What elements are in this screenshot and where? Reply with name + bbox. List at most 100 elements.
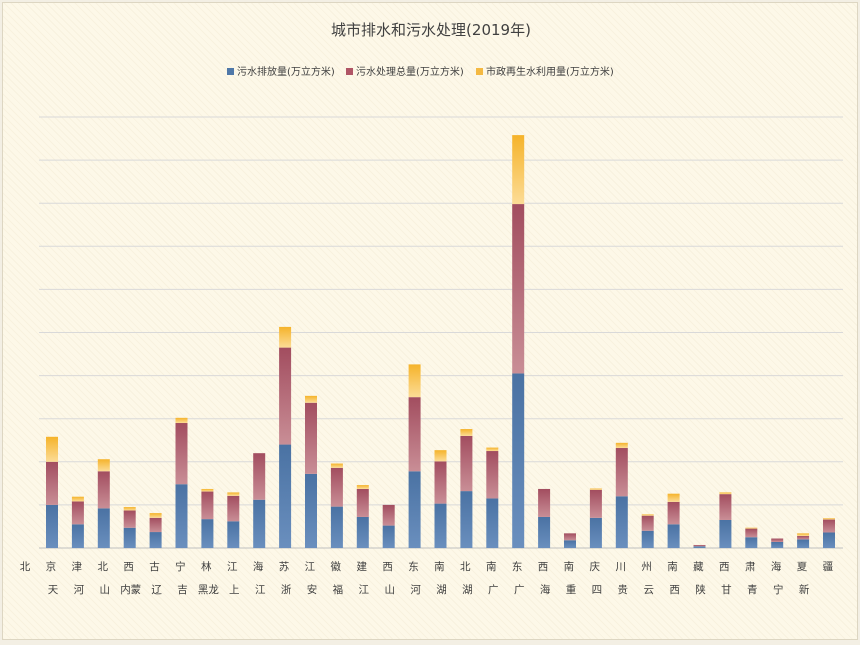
bar-辽宁-series-2 [175,417,188,424]
x-tick-label-row2: 广 [514,584,525,596]
x-tick-label-row1: 西 [538,561,549,573]
bar-山西-series-0 [123,527,136,548]
bar-辽宁-series-0 [175,484,188,548]
x-tick-label-row2: 青 [747,583,758,596]
bar-上海-series-1 [253,453,266,500]
x-tick-label-row2: 陕 [695,583,706,596]
x-tick-label-row1: 江 [305,561,316,573]
bar-新疆-series-2 [823,518,835,520]
bar-宁夏-series-2 [797,533,810,536]
x-tick-label-row2: 江 [359,584,370,596]
bar-浙江-series-0 [305,473,317,548]
x-tick-label-row1: 宁 [175,560,186,573]
bar-海南-series-0 [564,540,576,548]
x-tick-label-row2: 天 [48,584,59,596]
bar-贵州-series-1 [641,515,654,531]
x-tick-label-row1: 海 [253,560,264,573]
x-tick-label-row2: 贵 [618,583,629,596]
x-tick-label-row2: 河 [74,584,85,596]
x-tick-label-row2: 西 [669,584,680,596]
x-tick-label-row2: 云 [643,584,654,596]
bar-天津-series-1 [71,501,84,525]
x-tick-label-row1: 京 [46,560,57,573]
bar-北京-series-0 [46,504,58,548]
x-tick-label-row1: 东 [512,560,523,573]
legend-swatch-1 [346,68,353,75]
bar-广东-series-2 [512,135,525,205]
x-tick-label-row1: 西 [719,561,730,573]
bar-吉林-series-2 [201,488,214,492]
bar-黑龙江-series-0 [227,521,240,548]
bar-山东-series-2 [408,364,421,398]
x-tick-label-row2: 新 [799,583,810,596]
gridlines [39,116,843,549]
x-tick-label-row2: 广 [488,584,499,596]
legend-swatch-2 [476,68,483,75]
bar-重庆-series-2 [589,488,602,490]
x-tick-label-row2: 湖 [436,584,447,596]
x-tick-label-row2: 黑龙 [198,583,219,596]
x-tick-label-row1: 北 [460,561,471,573]
x-tick-label-row1: 藏 [693,561,704,573]
bar-福建-series-2 [356,485,369,489]
x-tick-label-row1: 古 [149,560,160,573]
bar-海南-series-1 [564,533,576,541]
bar-西藏-series-0 [693,546,706,548]
bar-山西-series-2 [123,507,136,511]
bar-吉林-series-1 [201,491,214,520]
bar-上海-series-0 [253,499,266,548]
bars [46,135,835,548]
x-tick-label-row1: 夏 [797,561,808,573]
bar-北京-series-1 [46,461,58,505]
x-tick-label-row1: 南 [564,560,575,573]
x-tick-label-row1: 北 [20,561,31,573]
bar-安徽-series-0 [330,506,343,548]
x-tick-label-row1: 林 [201,560,212,573]
bar-安徽-series-2 [330,463,343,468]
bar-贵州-series-2 [641,514,654,516]
chart-title: 城市排水和污水处理(2019年) [331,21,531,39]
bar-福建-series-0 [356,516,369,548]
bar-四川-series-0 [615,496,628,548]
bar-黑龙江-series-1 [227,495,240,522]
bar-山东-series-0 [408,471,421,548]
bar-河北-series-1 [97,471,110,509]
x-tick-label-row1: 徽 [331,560,342,573]
bar-陕西-series-2 [719,492,732,495]
x-tick-label-row1: 津 [72,561,83,573]
bar-内蒙古-series-1 [149,517,162,533]
bar-江苏-series-2 [279,326,292,348]
bar-江苏-series-1 [279,347,292,445]
x-tick-label-row2: 湖 [462,584,473,596]
x-tick-label-row2: 重 [566,583,577,596]
x-tick-label-row1: 庆 [590,560,601,573]
bar-云南-series-0 [667,524,680,548]
bar-山东-series-1 [408,397,421,472]
bar-广西-series-1 [538,488,551,517]
x-tick-label-row1: 北 [97,561,108,573]
x-tick-label-row2: 辽 [151,584,162,596]
bar-陕西-series-1 [719,494,732,520]
bar-河南-series-0 [434,503,447,548]
x-tick-label-row2: 浙 [281,584,292,596]
bar-湖北-series-2 [460,429,473,436]
bar-浙江-series-2 [305,395,317,403]
x-tick-label-row1: 南 [667,560,678,573]
bar-广东-series-1 [512,204,525,374]
bar-广东-series-0 [512,373,525,548]
bar-辽宁-series-1 [175,423,188,485]
bar-四川-series-2 [615,442,628,449]
x-tick-label-row2: 山 [100,584,111,596]
bar-云南-series-2 [667,493,680,502]
bar-湖南-series-0 [486,498,499,548]
x-tick-label-row2: 海 [540,583,551,596]
bar-江西-series-1 [382,504,395,526]
bar-湖南-series-1 [486,451,499,499]
x-tick-label-row2: 甘 [721,583,732,596]
bar-天津-series-0 [71,524,84,548]
bar-湖北-series-0 [460,491,473,548]
x-tick-label-row2: 安 [307,583,318,596]
x-tick-label-row2: 山 [384,584,395,596]
legend: 污水排放量(万立方米) 污水处理总量(万立方米) 市政再生水利用量(万立方米) [227,65,614,78]
x-tick-label-row1: 东 [408,560,419,573]
